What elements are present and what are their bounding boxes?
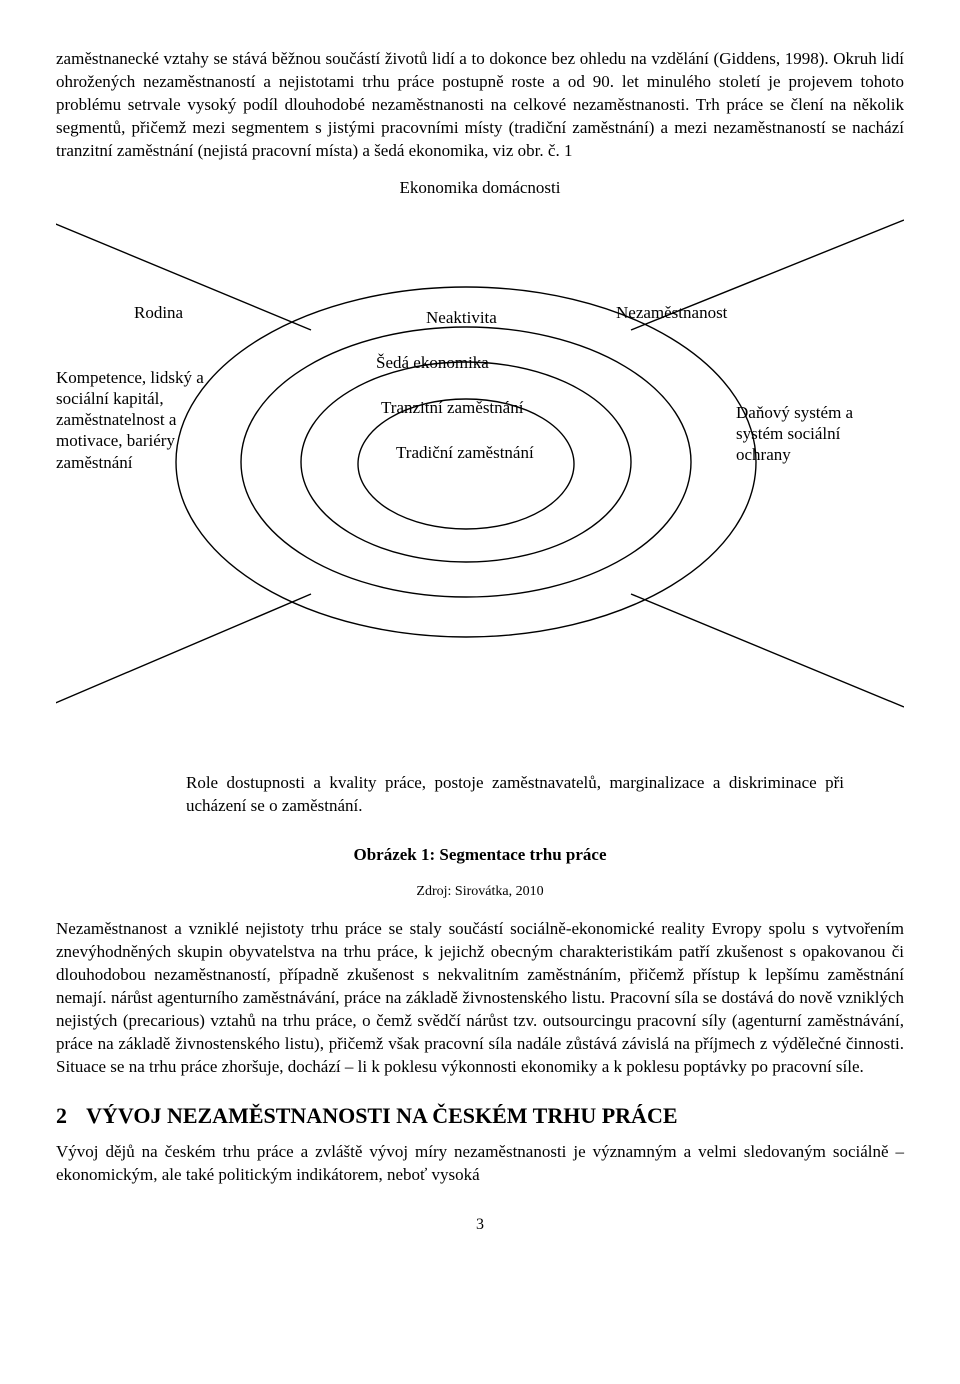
page-number: 3 (56, 1214, 904, 1236)
label-traditional-employment: Tradiční zaměstnání (396, 442, 546, 463)
paragraph-body: Nezaměstnanost a vzniklé nejistoty trhu … (56, 918, 904, 1079)
label-grey-economy: Šedá ekonomika (376, 352, 489, 373)
paragraph-section-intro: Vývoj dějů na českém trhu práce a zvlášt… (56, 1141, 904, 1187)
label-inactivity: Neaktivita (426, 307, 497, 328)
section-title: VÝVOJ NEZAMĚSTNANOSTI NA ČESKÉM TRHU PRÁ… (86, 1103, 677, 1128)
section-heading: 2 VÝVOJ NEZAMĚSTNANOSTI NA ČESKÉM TRHU P… (56, 1101, 904, 1131)
label-unemployment: Nezaměstnanost (616, 302, 727, 323)
figure-source: Zdroj: Sirovátka, 2010 (56, 883, 904, 902)
diagram-labels: Rodina Kompetence, lidský a sociální kap… (56, 202, 904, 762)
paragraph-intro: zaměstnanecké vztahy se stává běžnou sou… (56, 48, 904, 163)
diagram-note: Role dostupnosti a kvality práce, postoj… (186, 772, 844, 818)
figure-caption: Obrázek 1: Segmentace trhu práce (56, 844, 904, 867)
label-competence: Kompetence, lidský a sociální kapitál, z… (56, 367, 221, 473)
segmentation-diagram: Rodina Kompetence, lidský a sociální kap… (56, 202, 904, 762)
label-family: Rodina (134, 302, 183, 323)
label-transit-employment: Tranzitní zaměstnání (381, 397, 523, 418)
label-tax-system: Daňový systém a systém sociální ochrany (736, 402, 896, 466)
diagram-title: Ekonomika domácnosti (56, 177, 904, 200)
section-number: 2 (56, 1103, 67, 1128)
